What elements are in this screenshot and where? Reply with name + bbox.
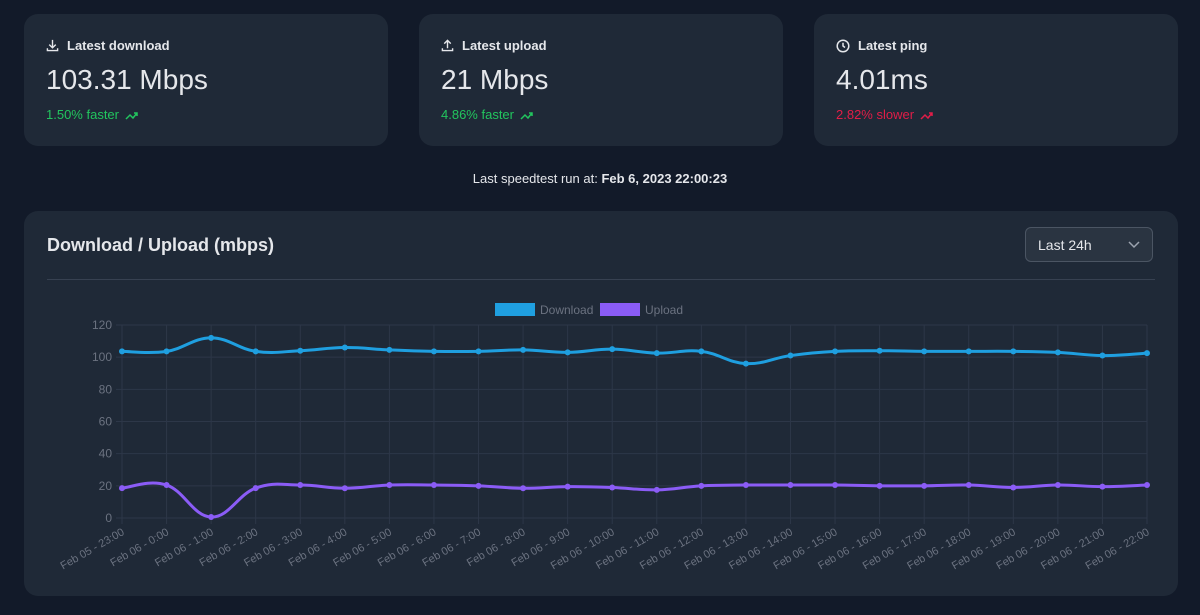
data-point	[609, 346, 616, 353]
card: Latest upload 21 Mbps 4.86% faster	[419, 14, 783, 146]
last-run-time: Feb 6, 2023 22:00:23	[601, 171, 728, 186]
card-change: 1.50% faster	[46, 107, 119, 122]
card-value: 21 Mbps	[441, 64, 549, 95]
series-line	[121, 336, 1148, 366]
card-label-row: Latest upload	[441, 38, 547, 53]
data-point	[252, 348, 259, 355]
card-change: 4.86% faster	[441, 107, 514, 122]
divider	[47, 279, 1155, 280]
legend-swatch	[495, 303, 535, 316]
data-point	[119, 348, 125, 355]
data-point	[564, 349, 571, 356]
data-point	[787, 352, 794, 359]
legend-label: Upload	[645, 303, 683, 317]
data-point	[430, 348, 437, 355]
data-point	[832, 482, 839, 489]
data-point	[1054, 482, 1061, 489]
data-point	[1144, 482, 1150, 489]
data-point	[386, 482, 393, 489]
range-select[interactable]: Last 24h	[1025, 227, 1153, 262]
data-point	[252, 485, 259, 492]
data-point	[787, 482, 794, 489]
data-point	[742, 360, 749, 367]
trend-icon	[125, 111, 138, 120]
card-label: Latest download	[67, 38, 170, 53]
legend-label: Download	[540, 303, 593, 317]
legend-swatch	[600, 303, 640, 316]
chart-title: Download / Upload (mbps)	[47, 235, 274, 255]
data-point	[163, 348, 170, 355]
data-point	[564, 483, 571, 490]
y-tick-label: 60	[99, 415, 113, 429]
card-label-row: Latest download	[46, 38, 170, 53]
card-change-row: 2.82% slower	[836, 107, 933, 122]
data-point	[475, 482, 482, 489]
y-tick-label: 20	[99, 479, 113, 493]
data-point	[653, 486, 660, 493]
data-point	[297, 347, 304, 354]
data-point	[921, 482, 928, 489]
data-point	[876, 347, 883, 354]
last-run: Last speedtest run at: Feb 6, 2023 22:00…	[0, 171, 1200, 186]
data-point	[163, 482, 170, 489]
data-point	[876, 482, 883, 489]
chart-panel: Download / Upload (mbps) Last 24h	[24, 211, 1178, 596]
card-value: 103.31 Mbps	[46, 64, 208, 95]
data-point	[653, 350, 660, 357]
data-point	[1099, 352, 1106, 359]
card: Latest download 103.31 Mbps 1.50% faster	[24, 14, 388, 146]
y-tick-label: 120	[92, 318, 112, 332]
y-tick-label: 40	[99, 447, 113, 461]
data-point	[1144, 350, 1150, 357]
data-point	[921, 348, 928, 355]
data-point	[1010, 348, 1017, 355]
data-point	[1054, 349, 1061, 356]
data-point	[341, 344, 348, 351]
data-point	[1010, 484, 1017, 491]
data-point	[475, 348, 482, 355]
card-change-row: 1.50% faster	[46, 107, 138, 122]
data-point	[520, 485, 527, 492]
last-run-label: Last speedtest run at:	[472, 171, 598, 186]
card-value: 4.01ms	[836, 64, 928, 95]
y-tick-label: 80	[99, 382, 113, 396]
card-change: 2.82% slower	[836, 107, 915, 122]
card-label: Latest ping	[858, 38, 928, 53]
card-change-row: 4.86% faster	[441, 107, 533, 122]
data-point	[1099, 483, 1106, 490]
data-point	[742, 482, 749, 489]
card-label: Latest upload	[462, 38, 547, 53]
data-point	[208, 334, 215, 341]
series-line	[121, 481, 1148, 519]
download-icon	[46, 39, 59, 52]
chevron-icon	[1128, 241, 1140, 249]
y-tick-label: 100	[92, 350, 112, 364]
data-point	[341, 485, 348, 492]
data-point	[965, 482, 972, 489]
clock-icon	[836, 38, 850, 53]
data-point	[119, 485, 125, 492]
data-point	[832, 348, 839, 355]
card-label-row: Latest ping	[836, 38, 927, 53]
y-tick-label: 0	[105, 511, 112, 525]
range-select-value: Last 24h	[1038, 237, 1092, 253]
trend-icon	[920, 111, 933, 120]
data-point	[520, 346, 527, 353]
trend-icon	[520, 111, 533, 120]
upload-icon	[441, 39, 454, 52]
data-point	[698, 482, 705, 489]
data-point	[430, 482, 437, 489]
data-point	[386, 346, 393, 353]
data-point	[965, 348, 972, 355]
data-point	[208, 514, 215, 521]
card: Latest ping 4.01ms 2.82% slower	[814, 14, 1178, 146]
data-point	[297, 482, 304, 489]
data-point	[698, 348, 705, 355]
data-point	[609, 484, 616, 491]
